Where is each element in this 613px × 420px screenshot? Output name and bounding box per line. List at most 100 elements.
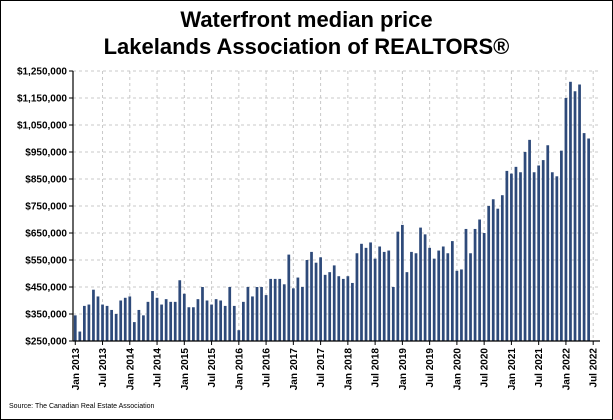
x-tick-label: Jan 2017 (289, 348, 300, 391)
y-tick-label: $250,000 (25, 337, 67, 348)
bar (537, 165, 541, 341)
bar (282, 284, 286, 341)
bar (73, 315, 77, 341)
bar (305, 260, 309, 341)
x-tick-label: Jul 2018 (371, 348, 382, 388)
bar (319, 257, 322, 341)
bar (573, 91, 577, 341)
bar (182, 293, 186, 341)
bar (160, 304, 163, 341)
bar (214, 299, 218, 341)
bar (491, 199, 495, 341)
bar (128, 296, 132, 341)
bar (569, 81, 572, 342)
bar (323, 274, 327, 341)
bar (310, 251, 313, 341)
bar (450, 241, 454, 341)
x-tick-label: Jul 2022 (589, 348, 600, 388)
bar (232, 305, 236, 341)
x-tick-label: Jan 2018 (343, 348, 354, 391)
bar (560, 150, 563, 341)
x-tick-label: Jan 2021 (507, 348, 518, 391)
bar (514, 166, 518, 341)
bar (555, 176, 559, 341)
x-tick-label: Jan 2014 (125, 348, 136, 391)
bar (469, 253, 472, 341)
x-tick-label: Jan 2016 (234, 348, 245, 391)
y-tick-label: $1,250,000 (17, 67, 67, 78)
bar (391, 287, 395, 341)
bar (132, 322, 136, 341)
bar (482, 233, 486, 341)
bar (523, 152, 527, 341)
bar (423, 234, 427, 341)
bar (578, 84, 581, 341)
y-tick-label: $350,000 (25, 310, 67, 321)
bar (291, 288, 295, 341)
bar (146, 301, 150, 341)
bar (196, 299, 200, 341)
x-tick-label: Jan 2019 (398, 348, 409, 391)
bar (251, 296, 254, 341)
bar (500, 195, 504, 341)
x-tick-label: Jan 2020 (452, 348, 463, 391)
bar (142, 315, 145, 341)
bar (296, 277, 300, 341)
bar (337, 276, 341, 341)
bar (396, 231, 400, 341)
y-tick-label: $550,000 (25, 256, 67, 267)
bar (582, 133, 586, 341)
chart-subtitle: Lakelands Association of REALTORS® (103, 34, 510, 59)
bar (496, 208, 500, 341)
bar (419, 227, 422, 341)
bar (441, 246, 445, 341)
bar (223, 305, 227, 341)
bar (369, 242, 372, 341)
bar (446, 253, 450, 341)
bar (587, 138, 591, 341)
bar (173, 301, 177, 341)
bar (155, 297, 159, 341)
bar (260, 287, 263, 341)
bar (110, 309, 113, 341)
y-tick-label: $750,000 (25, 202, 67, 213)
bar (528, 139, 531, 341)
bar (314, 262, 318, 341)
bar (219, 300, 223, 341)
x-tick-label: Jul 2013 (98, 348, 109, 388)
x-tick-label: Jul 2019 (425, 348, 436, 388)
x-tick-label: Jul 2015 (207, 348, 218, 388)
bar (346, 276, 350, 341)
bar (105, 305, 109, 341)
bar (178, 280, 182, 341)
source-note: Source: The Canadian Real Estate Associa… (9, 403, 155, 410)
bar (455, 270, 459, 341)
bar (187, 307, 191, 341)
bar (205, 300, 209, 341)
y-tick-label: $1,150,000 (17, 94, 67, 105)
bar (410, 251, 413, 341)
bar (137, 309, 141, 341)
bar (428, 247, 431, 341)
bar (505, 170, 509, 341)
bar (432, 258, 436, 341)
x-tick-label: Jan 2022 (561, 348, 572, 391)
bar (151, 291, 154, 341)
bar (550, 172, 554, 341)
bar (341, 278, 345, 341)
bar (360, 243, 363, 341)
bar (355, 253, 359, 341)
bar (405, 272, 409, 341)
x-tick-label: Jul 2017 (316, 348, 327, 388)
bar (510, 173, 513, 341)
bar (273, 278, 277, 341)
bar (255, 287, 259, 341)
y-tick-label: $850,000 (25, 175, 67, 186)
bar (287, 254, 291, 341)
bar (373, 258, 377, 341)
bar (541, 160, 545, 341)
bar (328, 272, 332, 341)
bar (546, 145, 550, 341)
bar (101, 304, 104, 341)
x-tick-label: Jul 2021 (534, 348, 545, 388)
